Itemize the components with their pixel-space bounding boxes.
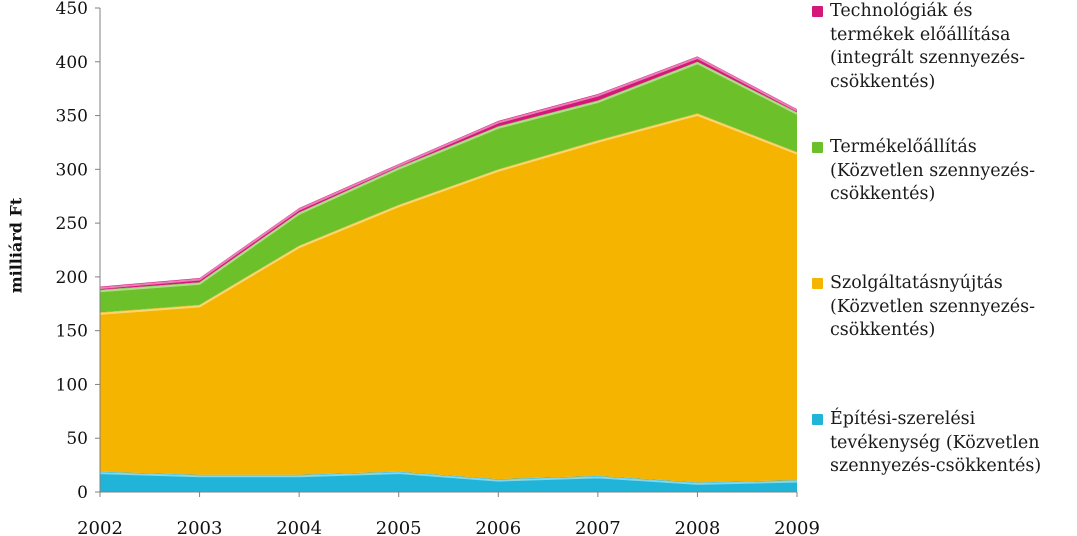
area-edge-termekeloallitas-kozvetlen-szennyezes-cs — [99, 62, 798, 293]
y-tick-label: 100 — [56, 375, 88, 395]
axes — [99, 8, 797, 493]
legend-item-szolgaltatasnyujtas: Szolgáltatásnyújtás (Közvetlen szennyezé… — [812, 272, 1074, 343]
legend-label-technologiak: Technológiák és termékek előállítása (in… — [830, 1, 1026, 92]
area-series-termekeloallitas-kozvetlen-szennyezes-cs — [100, 61, 797, 313]
x-tick-label: 2006 — [475, 518, 521, 536]
area-series-epitesi-szerelesi-tevekenyseg-kozvetlen- — [100, 471, 797, 492]
y-tick-labels: 0 50 100 150 200 250 300 350 400 450 — [56, 0, 100, 503]
x-tick-label: 2003 — [177, 518, 223, 536]
y-tick-label: 50 — [66, 429, 88, 449]
area-series-szolgaltatasnyujtas-kozvetlen-szennyezes — [100, 113, 797, 483]
area-edge-szolgaltatasnyujtas-kozvetlen-szennyezes — [99, 113, 798, 315]
x-tick-label: 2004 — [276, 518, 322, 536]
legend-item-epitesi-szerelesi: Építési-szerelési tevékenység (Közvetlen… — [812, 408, 1074, 479]
area-edge-technologiak-es-termekek-eloallitasa-int — [99, 56, 798, 290]
legend-label-szolgaltatasnyujtas: Szolgáltatásnyújtás (Közvetlen szennyezé… — [830, 273, 1036, 340]
x-tick-label: 2007 — [575, 518, 621, 536]
area-layers — [99, 56, 798, 492]
area-edge-epitesi-szerelesi-tevekenyseg-kozvetlen- — [99, 472, 798, 485]
x-tick-labels: 2002 2003 2004 2005 2006 2007 2008 2009 — [77, 492, 820, 536]
legend-swatch-termekeloallitas — [812, 142, 823, 153]
y-axis-label: milliárd Ft — [6, 197, 26, 294]
y-tick-label: 200 — [56, 268, 88, 288]
legend-item-technologiak: Technológiák és termékek előállítása (in… — [812, 0, 1074, 94]
x-tick-label: 2008 — [675, 518, 721, 536]
legend-swatch-szolgaltatasnyujtas — [812, 278, 823, 289]
y-tick-label: 0 — [77, 483, 88, 503]
legend-swatch-epitesi-szerelesi — [812, 414, 823, 425]
y-tick-label: 350 — [56, 107, 88, 127]
legend-label-epitesi-szerelesi: Építési-szerelési tevékenység (Közvetlen… — [830, 409, 1042, 476]
x-tick-label: 2005 — [376, 518, 422, 536]
legend-item-termekeloallitas: Termékelőállítás (Közvetlen szennyezés- … — [812, 136, 1074, 207]
y-tick-label: 400 — [56, 53, 88, 73]
y-tick-label: 150 — [56, 322, 88, 342]
y-tick-label: 300 — [56, 160, 88, 180]
y-tick-label: 450 — [56, 0, 88, 19]
x-tick-label: 2009 — [774, 518, 820, 536]
x-tick-label: 2002 — [77, 518, 123, 536]
legend-swatch-technologiak — [812, 6, 823, 17]
y-tick-label: 250 — [56, 214, 88, 234]
legend-label-termekeloallitas: Termékelőállítás (Közvetlen szennyezés- … — [830, 137, 1036, 204]
